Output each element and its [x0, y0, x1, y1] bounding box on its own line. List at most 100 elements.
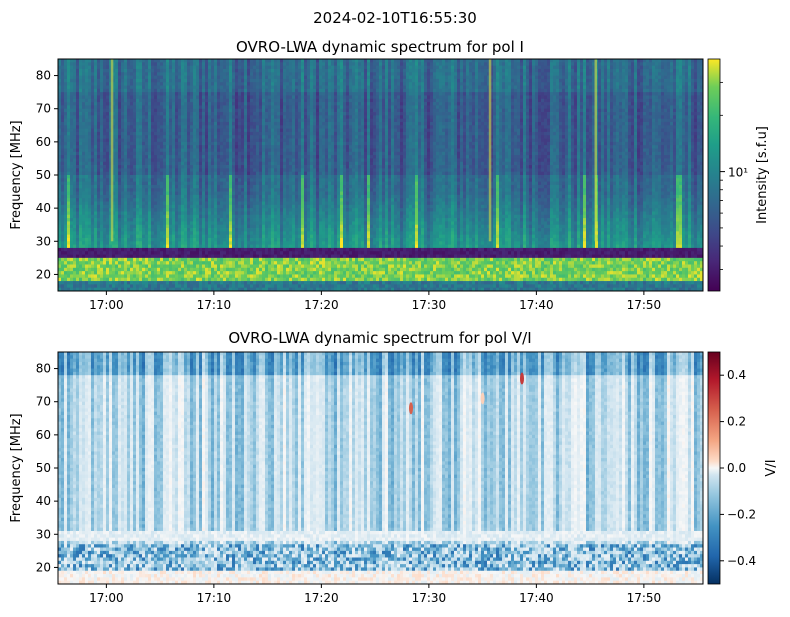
- heatmap-cell: [115, 228, 118, 232]
- heatmap-cell: [181, 255, 184, 259]
- heatmap-cell: [151, 76, 154, 80]
- heatmap-cell: [172, 284, 175, 288]
- heatmap-cell: [139, 72, 142, 76]
- heatmap-cell: [205, 82, 208, 86]
- heatmap-cell: [139, 195, 142, 199]
- heatmap-cell: [67, 208, 70, 212]
- heatmap-cell: [175, 245, 178, 249]
- heatmap-cell: [214, 211, 217, 215]
- heatmap-cell: [259, 155, 262, 159]
- heatmap-cell: [124, 264, 127, 268]
- heatmap-cell: [145, 59, 148, 63]
- heatmap-cell: [265, 152, 268, 156]
- heatmap-cell: [166, 218, 169, 222]
- heatmap-cell: [148, 211, 151, 215]
- heatmap-cell: [124, 192, 127, 196]
- heatmap-cell: [223, 158, 226, 162]
- heatmap-cell: [211, 95, 214, 99]
- heatmap-cell: [271, 125, 274, 129]
- heatmap-cell: [61, 211, 64, 215]
- heatmap-cell: [133, 218, 136, 222]
- heatmap-cell: [250, 182, 253, 186]
- heatmap-cell: [97, 145, 100, 149]
- heatmap-cell: [190, 205, 193, 209]
- heatmap-cell: [163, 218, 166, 222]
- heatmap-cell: [247, 185, 250, 189]
- heatmap-cell: [172, 165, 175, 169]
- heatmap-cell: [133, 238, 136, 242]
- heatmap-cell: [91, 129, 94, 133]
- heatmap-cell: [115, 182, 118, 186]
- heatmap-cell: [82, 125, 85, 129]
- heatmap-cell: [85, 119, 88, 123]
- heatmap-cell: [124, 255, 127, 259]
- heatmap-cell: [235, 274, 238, 278]
- heatmap-cell: [208, 115, 211, 119]
- heatmap-cell: [193, 102, 196, 106]
- heatmap-cell: [64, 274, 67, 278]
- heatmap-cell: [265, 175, 268, 179]
- heatmap-cell: [73, 264, 76, 268]
- heatmap-cell: [79, 172, 82, 176]
- heatmap-cell: [148, 66, 151, 70]
- heatmap-cell: [166, 182, 169, 186]
- heatmap-cell: [253, 162, 256, 166]
- heatmap-cell: [88, 258, 91, 262]
- heatmap-cell: [91, 89, 94, 93]
- heatmap-cell: [220, 182, 223, 186]
- heatmap-cell: [142, 175, 145, 179]
- heatmap-cell: [79, 102, 82, 106]
- heatmap-cell: [151, 165, 154, 169]
- heatmap-cell: [220, 248, 223, 252]
- heatmap-cell: [268, 109, 271, 113]
- heatmap-cell: [88, 278, 91, 282]
- heatmap-cell: [154, 66, 157, 70]
- heatmap-cell: [142, 245, 145, 249]
- heatmap-cell: [256, 76, 259, 80]
- heatmap-cell: [70, 255, 73, 259]
- heatmap-cell: [253, 255, 256, 259]
- heatmap-cell: [190, 82, 193, 86]
- heatmap-cell: [127, 76, 130, 80]
- heatmap-cell: [157, 205, 160, 209]
- heatmap-cell: [238, 92, 241, 96]
- heatmap-cell: [145, 202, 148, 206]
- heatmap-cell: [97, 228, 100, 232]
- heatmap-cell: [154, 218, 157, 222]
- heatmap-cell: [229, 109, 232, 113]
- heatmap-cell: [148, 231, 151, 235]
- heatmap-cell: [160, 284, 163, 288]
- heatmap-cell: [217, 112, 220, 116]
- heatmap-cell: [79, 228, 82, 232]
- heatmap-cell: [259, 188, 262, 192]
- heatmap-cell: [100, 238, 103, 242]
- heatmap-cell: [88, 284, 91, 288]
- heatmap-cell: [268, 258, 271, 262]
- heatmap-cell: [214, 195, 217, 199]
- heatmap-cell: [115, 109, 118, 113]
- heatmap-cell: [169, 99, 172, 103]
- heatmap-cell: [229, 255, 232, 259]
- heatmap-cell: [148, 221, 151, 225]
- heatmap-cell: [142, 255, 145, 259]
- heatmap-cell: [190, 245, 193, 249]
- heatmap-cell: [184, 192, 187, 196]
- heatmap-cell: [103, 225, 106, 229]
- heatmap-cell: [73, 152, 76, 156]
- heatmap-cell: [121, 162, 124, 166]
- heatmap-cell: [175, 178, 178, 182]
- heatmap-cell: [58, 255, 61, 259]
- heatmap-cell: [94, 278, 97, 282]
- heatmap-cell: [205, 198, 208, 202]
- heatmap-cell: [85, 89, 88, 93]
- heatmap-cell: [235, 215, 238, 219]
- heatmap-cell: [238, 241, 241, 245]
- heatmap-cell: [235, 268, 238, 272]
- heatmap-cell: [202, 225, 205, 229]
- heatmap-cell: [232, 152, 235, 156]
- heatmap-cell: [253, 248, 256, 252]
- heatmap-cell: [178, 69, 181, 73]
- heatmap-cell: [151, 162, 154, 166]
- heatmap-cell: [175, 125, 178, 129]
- heatmap-cell: [82, 241, 85, 245]
